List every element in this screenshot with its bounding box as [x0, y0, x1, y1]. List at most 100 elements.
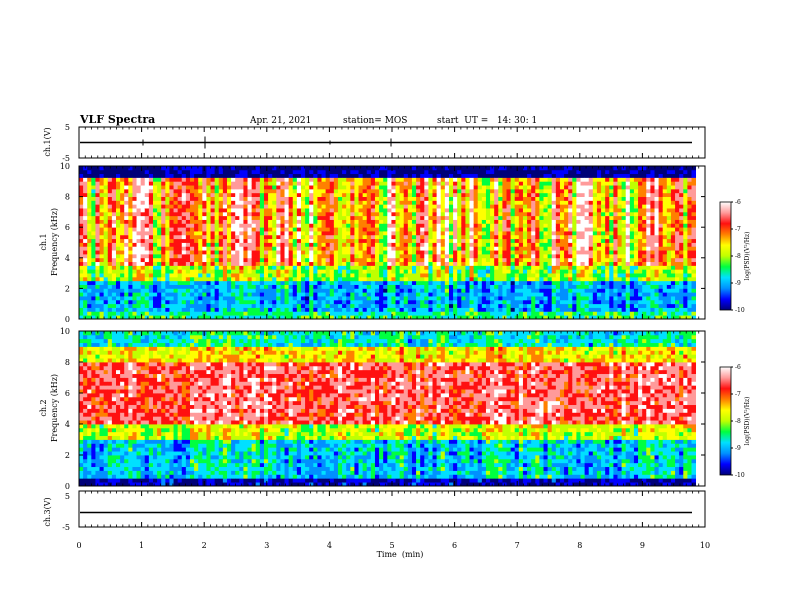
spectrogram-cell: [268, 223, 273, 228]
spectrogram-cell: [420, 242, 425, 247]
spectrogram-cell: [457, 227, 462, 232]
spectrogram-cell: [198, 192, 203, 197]
spectrogram-cell: [157, 242, 162, 247]
spectrogram-cell: [194, 196, 199, 201]
spectrogram-cell: [136, 269, 142, 274]
spectrogram-cell: [522, 261, 528, 266]
spectrogram-cell: [580, 257, 586, 263]
spectrogram-cell: [259, 192, 265, 197]
spectrogram-cell: [403, 231, 409, 236]
spectrogram-cell: [140, 204, 146, 209]
spectrogram-cell: [387, 234, 392, 240]
spectrogram-cell: [440, 238, 446, 243]
spectrogram-cell: [432, 253, 438, 259]
spectrogram-cell: [506, 253, 512, 259]
spectrogram-cell: [144, 173, 150, 178]
spectrogram-cell: [132, 192, 137, 197]
spectrogram-cell: [111, 280, 117, 285]
spectrogram-cell: [403, 211, 409, 217]
spectrogram-cell: [272, 166, 277, 171]
spectrogram-cell: [436, 284, 442, 289]
spectrogram-cell: [461, 238, 466, 243]
spectrogram-cell: [518, 192, 524, 197]
spectrogram-cell: [173, 250, 179, 255]
spectrogram-cell: [559, 288, 565, 293]
spectrogram-cell: [300, 269, 306, 274]
spectrogram-cell: [366, 288, 372, 293]
spectrogram-cell: [481, 211, 487, 217]
spectrogram-cell: [305, 204, 310, 209]
spectrogram-cell: [177, 265, 183, 270]
spectrogram-cell: [95, 234, 100, 240]
spectrogram-cell: [424, 238, 429, 243]
spectrogram-cell: [444, 307, 450, 312]
spectrogram-cell: [584, 200, 590, 205]
spectrogram-cell: [272, 315, 277, 320]
spectrogram-cell: [91, 257, 96, 263]
spectrogram-cell: [498, 223, 503, 228]
spectrogram-cell: [136, 257, 142, 263]
spectrogram-cell: [292, 261, 298, 266]
spectrogram-cell: [428, 303, 433, 308]
spectrogram-cell: [358, 246, 364, 251]
spectrogram-cell: [280, 253, 285, 259]
spectrogram-cell: [379, 284, 384, 289]
spectrogram-cell: [317, 299, 322, 305]
spectrogram-cell: [374, 204, 380, 209]
spectrogram-cell: [206, 253, 211, 259]
spectrogram-cell: [95, 177, 100, 182]
spectrogram-cell: [194, 238, 199, 243]
spectrogram-cell: [374, 299, 380, 305]
spectrogram-cell: [185, 192, 191, 197]
spectrogram-cell: [181, 273, 187, 278]
spectrogram-cell: [288, 166, 294, 171]
spectrogram-cell: [210, 269, 216, 274]
spectrogram-cell: [128, 173, 133, 178]
spectrogram-cell: [407, 303, 413, 308]
spectrogram-cell: [83, 269, 88, 274]
spectrogram-cell: [370, 200, 376, 205]
spectrogram-cell: [514, 204, 520, 209]
spectrogram-cell: [83, 273, 88, 278]
spectrogram-cell: [103, 215, 109, 220]
spectrogram-cell: [432, 238, 438, 243]
spectrogram-cell: [485, 242, 491, 247]
spectrogram-cell: [263, 303, 269, 308]
spectrogram-cell: [300, 261, 306, 266]
spectrogram-cell: [559, 261, 565, 266]
spectrogram-cell: [206, 311, 211, 316]
spectrogram-cell: [272, 276, 277, 282]
spectrogram-cell: [206, 188, 211, 194]
spectrogram-cell: [235, 231, 240, 236]
spectrogram-cell: [292, 200, 298, 205]
spectrogram-cell: [231, 303, 236, 308]
spectrogram-cell: [498, 219, 503, 224]
spectrogram-cell: [522, 200, 528, 205]
spectrogram-cell: [432, 299, 438, 305]
spectrogram-cell: [103, 276, 109, 282]
spectrogram-cell: [231, 238, 236, 243]
spectrogram-cell: [354, 311, 359, 316]
spectrogram-cell: [181, 215, 187, 220]
spectrogram-cell: [481, 296, 487, 301]
spectrogram-cell: [329, 200, 335, 205]
spectrogram-cell: [185, 253, 191, 259]
spectrogram-cell: [498, 166, 503, 171]
spectrogram-cell: [189, 253, 195, 259]
spectrogram-cell: [465, 273, 470, 278]
spectrogram-cell: [444, 204, 450, 209]
spectrogram-cell: [584, 166, 590, 171]
spectrogram-cell: [543, 231, 549, 236]
spectrogram-cell: [551, 250, 557, 255]
spectrogram-cell: [194, 269, 199, 274]
spectrogram-cell: [325, 234, 331, 240]
spectrogram-cell: [403, 307, 409, 312]
spectrogram-cell: [99, 188, 105, 194]
spectrogram-cell: [337, 166, 343, 171]
spectrogram-cell: [469, 273, 475, 278]
spectrogram-cell: [107, 169, 113, 175]
spectrogram-cell: [329, 284, 335, 289]
spectrogram-cell: [391, 269, 396, 274]
spectrogram-cell: [317, 296, 322, 301]
spectrogram-cell: [370, 307, 376, 312]
